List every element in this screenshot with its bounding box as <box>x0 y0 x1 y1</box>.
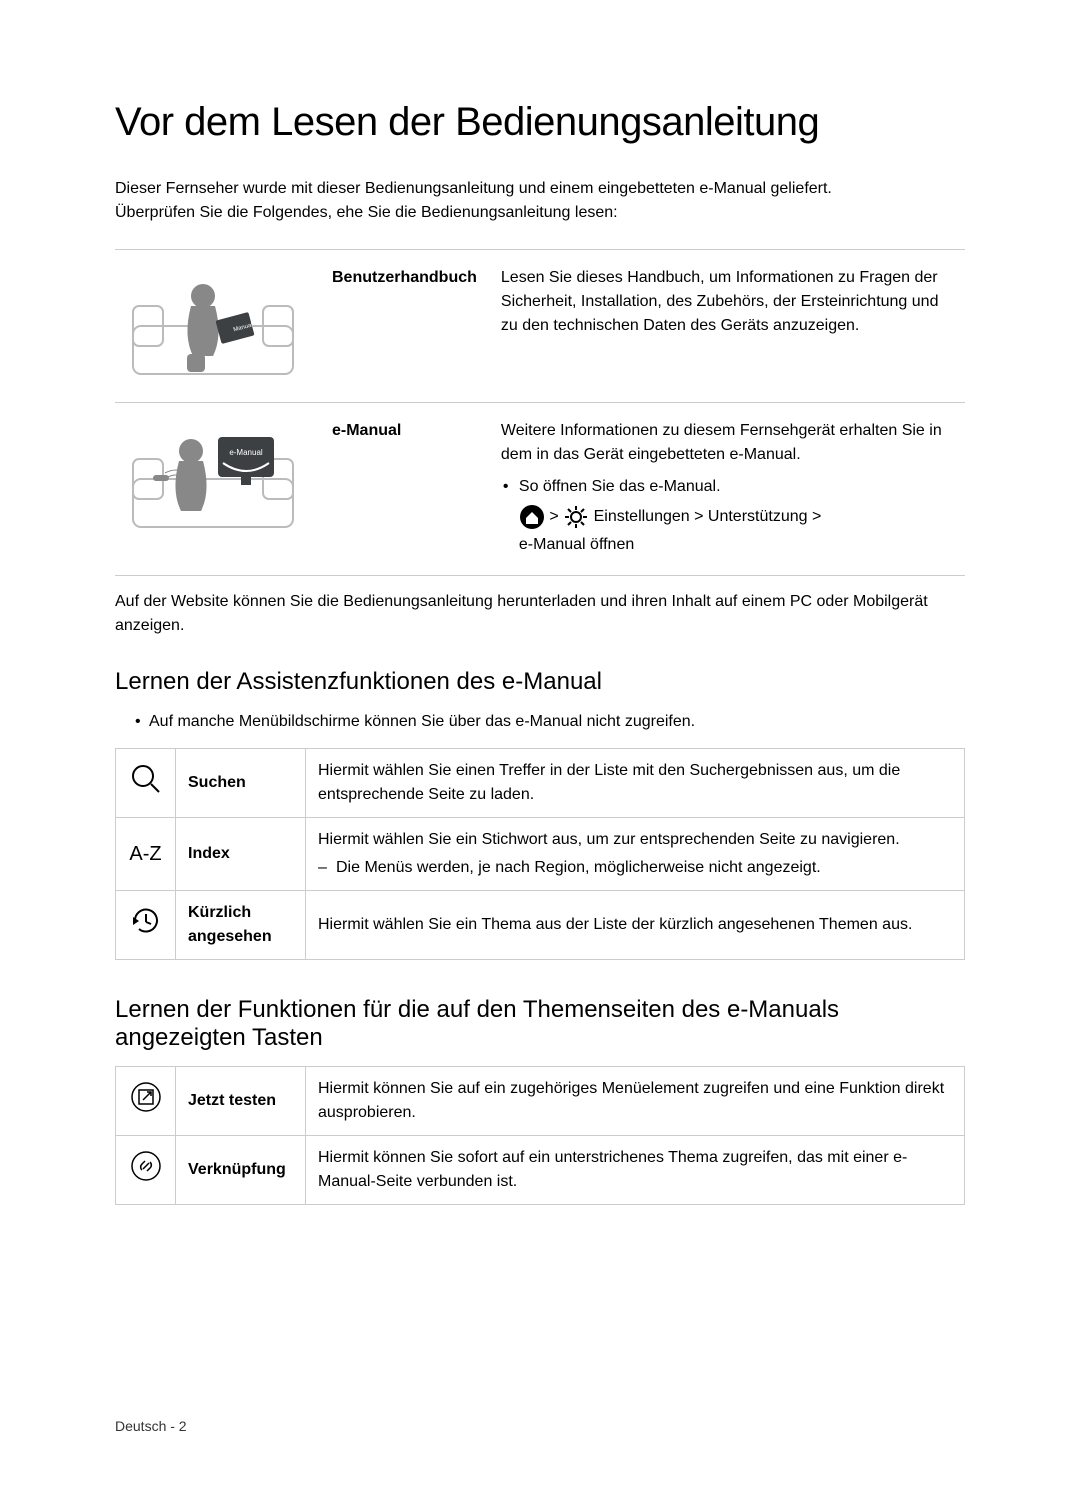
after-table-text: Auf der Website können Sie die Bedienung… <box>115 590 965 638</box>
icon-cell <box>116 1136 176 1205</box>
icon-cell <box>116 891 176 960</box>
recent-icon <box>129 904 163 946</box>
section-2-title: Lernen der Assistenzfunktionen des e-Man… <box>115 668 965 696</box>
try-label: Jetzt testen <box>176 1067 306 1136</box>
emanual-desc: Weitere Informationen zu diesem Fernsehg… <box>501 422 942 463</box>
emanual-illustration: e-Manual <box>123 419 303 539</box>
try-desc: Hiermit können Sie auf ein zugehöriges M… <box>306 1067 965 1136</box>
table-row: Verknüpfung Hiermit können Sie sofort au… <box>116 1136 965 1205</box>
emanual-open-text: So öffnen Sie das e-Manual. <box>519 478 721 495</box>
icon-cell: A-Z <box>116 818 176 891</box>
chevron-right-icon: > <box>812 508 821 525</box>
table-row: e-Manual e-Manual Weitere Informationen … <box>115 403 965 576</box>
illustration-cell: e-Manual <box>115 403 320 576</box>
recent-desc: Hiermit wählen Sie ein Thema aus der Lis… <box>306 891 965 960</box>
page-title: Vor dem Lesen der Bedienungsanleitung <box>115 100 965 145</box>
table-row: Kürzlich angesehen Hiermit wählen Sie ei… <box>116 891 965 960</box>
theme-buttons-table: Jetzt testen Hiermit können Sie auf ein … <box>115 1066 965 1205</box>
icon-cell <box>116 749 176 818</box>
page-footer: Deutsch - 2 <box>115 1418 187 1434</box>
user-manual-illustration: Manual <box>123 266 303 386</box>
section-3-title: Lernen der Funktionen für die auf den Th… <box>115 996 965 1052</box>
emanual-label: e-Manual <box>320 403 489 576</box>
illustration-cell: Manual <box>115 250 320 403</box>
intro-line-1: Dieser Fernseher wurde mit dieser Bedien… <box>115 180 832 197</box>
assist-functions-table: Suchen Hiermit wählen Sie einen Treffer … <box>115 748 965 960</box>
manual-desc: Lesen Sie dieses Handbuch, um Informatio… <box>489 250 965 403</box>
manuals-table: Manual Benutzerhandbuch Lesen Sie dieses… <box>115 249 965 576</box>
recent-label-l1: Kürzlich <box>188 904 251 921</box>
index-note: Die Menüs werden, je nach Region, möglic… <box>318 856 952 880</box>
emanual-desc-cell: Weitere Informationen zu diesem Fernsehg… <box>489 403 965 576</box>
link-desc: Hiermit können Sie sofort auf ein unters… <box>306 1136 965 1205</box>
table-row: Manual Benutzerhandbuch Lesen Sie dieses… <box>115 250 965 403</box>
section-2-note-list: Auf manche Menübildschirme können Sie üb… <box>115 710 965 734</box>
path-einstellungen: Einstellungen <box>594 508 695 525</box>
icon-cell <box>116 1067 176 1136</box>
table-row: Jetzt testen Hiermit können Sie auf ein … <box>116 1067 965 1136</box>
home-icon <box>519 504 545 530</box>
path-unterstuetzung: Unterstützung <box>708 508 812 525</box>
table-row: Suchen Hiermit wählen Sie einen Treffer … <box>116 749 965 818</box>
search-label: Suchen <box>176 749 306 818</box>
link-label: Verknüpfung <box>176 1136 306 1205</box>
table-row: A-Z Index Hiermit wählen Sie ein Stichwo… <box>116 818 965 891</box>
recent-label-l2: angesehen <box>188 928 272 945</box>
intro-line-2: Überprüfen Sie die Folgendes, ehe Sie di… <box>115 204 618 221</box>
path-emanual-open: e-Manual öffnen <box>519 536 634 553</box>
emanual-path: > Einstellungen > Unterstützung > <box>501 503 953 559</box>
index-label: Index <box>176 818 306 891</box>
section-2-note: Auf manche Menübildschirme können Sie üb… <box>135 710 965 734</box>
link-icon <box>129 1149 163 1191</box>
try-now-icon <box>129 1080 163 1122</box>
index-desc: Hiermit wählen Sie ein Stichwort aus, um… <box>318 831 900 848</box>
search-desc: Hiermit wählen Sie einen Treffer in der … <box>306 749 965 818</box>
az-icon: A-Z <box>129 843 161 865</box>
recent-label: Kürzlich angesehen <box>176 891 306 960</box>
manual-label: Benutzerhandbuch <box>320 250 489 403</box>
chevron-right-icon: > <box>694 508 703 525</box>
chevron-right-icon: > <box>549 508 563 525</box>
search-icon <box>129 762 163 804</box>
gear-icon <box>563 504 589 530</box>
intro-text: Dieser Fernseher wurde mit dieser Bedien… <box>115 177 965 225</box>
svg-text:e-Manual: e-Manual <box>229 448 263 457</box>
index-desc-cell: Hiermit wählen Sie ein Stichwort aus, um… <box>306 818 965 891</box>
emanual-open-bullet: So öffnen Sie das e-Manual. <box>501 475 953 499</box>
